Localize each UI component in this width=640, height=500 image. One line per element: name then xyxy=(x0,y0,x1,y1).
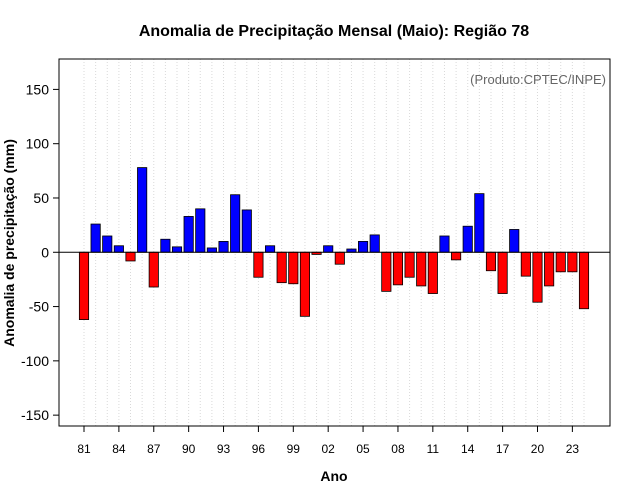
bar-2018 xyxy=(509,229,520,253)
x-tick-label: 84 xyxy=(112,442,126,456)
bars-group xyxy=(78,167,590,320)
bar-1994 xyxy=(230,194,241,253)
bar-1996 xyxy=(253,251,264,278)
bar-1989 xyxy=(171,246,183,253)
bar-2013 xyxy=(451,251,462,261)
bar-2021 xyxy=(544,251,555,287)
bar-1997 xyxy=(264,245,276,253)
product-annotation: (Produto:CPTEC/INPE) xyxy=(470,72,606,87)
bar-1992 xyxy=(206,247,217,253)
x-tick-label: 11 xyxy=(427,442,440,456)
x-tick-label: 87 xyxy=(147,442,161,456)
bar-1991 xyxy=(195,208,206,253)
x-tick-label: 90 xyxy=(182,442,196,456)
bar-2003 xyxy=(334,251,345,265)
bar-1987 xyxy=(148,251,159,288)
x-tick-label: 93 xyxy=(217,442,231,456)
plot-frame xyxy=(58,58,611,427)
bar-1984 xyxy=(113,245,124,253)
bar-2023 xyxy=(567,251,578,273)
x-axis-label: Ano xyxy=(320,468,347,484)
bar-2017 xyxy=(497,251,508,294)
bar-1981 xyxy=(78,251,90,320)
x-tick-label: 20 xyxy=(531,442,545,456)
bar-1986 xyxy=(137,167,148,253)
bar-1993 xyxy=(218,241,229,253)
y-tick-label: 150 xyxy=(26,81,50,97)
bar-1985 xyxy=(125,251,136,262)
x-tick-label: 23 xyxy=(566,442,580,456)
chart-title: Anomalia de Precipitação Mensal (Maio): … xyxy=(139,23,529,40)
y-axis: -150 -100 -50 0 50 100 150 xyxy=(21,81,59,423)
grid-lines xyxy=(83,59,585,426)
x-tick-label: 99 xyxy=(287,442,301,456)
y-tick-label: 50 xyxy=(33,190,49,206)
y-tick-label: -150 xyxy=(21,407,49,423)
bar-1982 xyxy=(90,223,101,253)
x-tick-label: 08 xyxy=(391,442,405,456)
bar-1983 xyxy=(102,235,113,253)
bar-2007 xyxy=(381,251,392,292)
bar-2010 xyxy=(416,251,427,287)
x-tick-label: 17 xyxy=(496,442,510,456)
bar-2014 xyxy=(462,225,473,253)
bar-2006 xyxy=(369,234,380,253)
bar-1999 xyxy=(288,251,299,285)
y-tick-label: -50 xyxy=(29,299,49,315)
y-axis-label: Anomalia de precipitação (mm) xyxy=(1,139,17,347)
x-axis: 81 84 87 90 93 96 99 02 05 08 11 14 17 20 23 xyxy=(77,426,579,456)
bar-2002 xyxy=(323,245,334,253)
bar-2019 xyxy=(520,251,531,277)
bar-2005 xyxy=(358,241,369,253)
bar-2015 xyxy=(474,193,485,253)
bar-1990 xyxy=(183,216,194,253)
bar-1988 xyxy=(160,238,171,253)
x-tick-label: 96 xyxy=(252,442,266,456)
x-tick-label: 81 xyxy=(77,442,91,456)
bar-2020 xyxy=(532,251,543,303)
y-tick-label: 100 xyxy=(26,136,50,152)
bar-2009 xyxy=(404,251,415,278)
y-tick-label: 0 xyxy=(41,244,49,260)
x-tick-label: 14 xyxy=(461,442,475,456)
bar-2000 xyxy=(299,251,310,317)
bar-2011 xyxy=(427,251,438,294)
bar-2012 xyxy=(439,235,450,253)
bar-1998 xyxy=(276,251,287,284)
bar-2022 xyxy=(555,251,566,273)
x-tick-label: 02 xyxy=(322,442,336,456)
bar-2008 xyxy=(392,251,404,286)
x-tick-label: 05 xyxy=(356,442,370,456)
y-tick-label: -100 xyxy=(21,353,49,369)
bar-2016 xyxy=(485,251,497,272)
bar-1995 xyxy=(241,209,252,253)
bar-2024 xyxy=(578,251,590,310)
